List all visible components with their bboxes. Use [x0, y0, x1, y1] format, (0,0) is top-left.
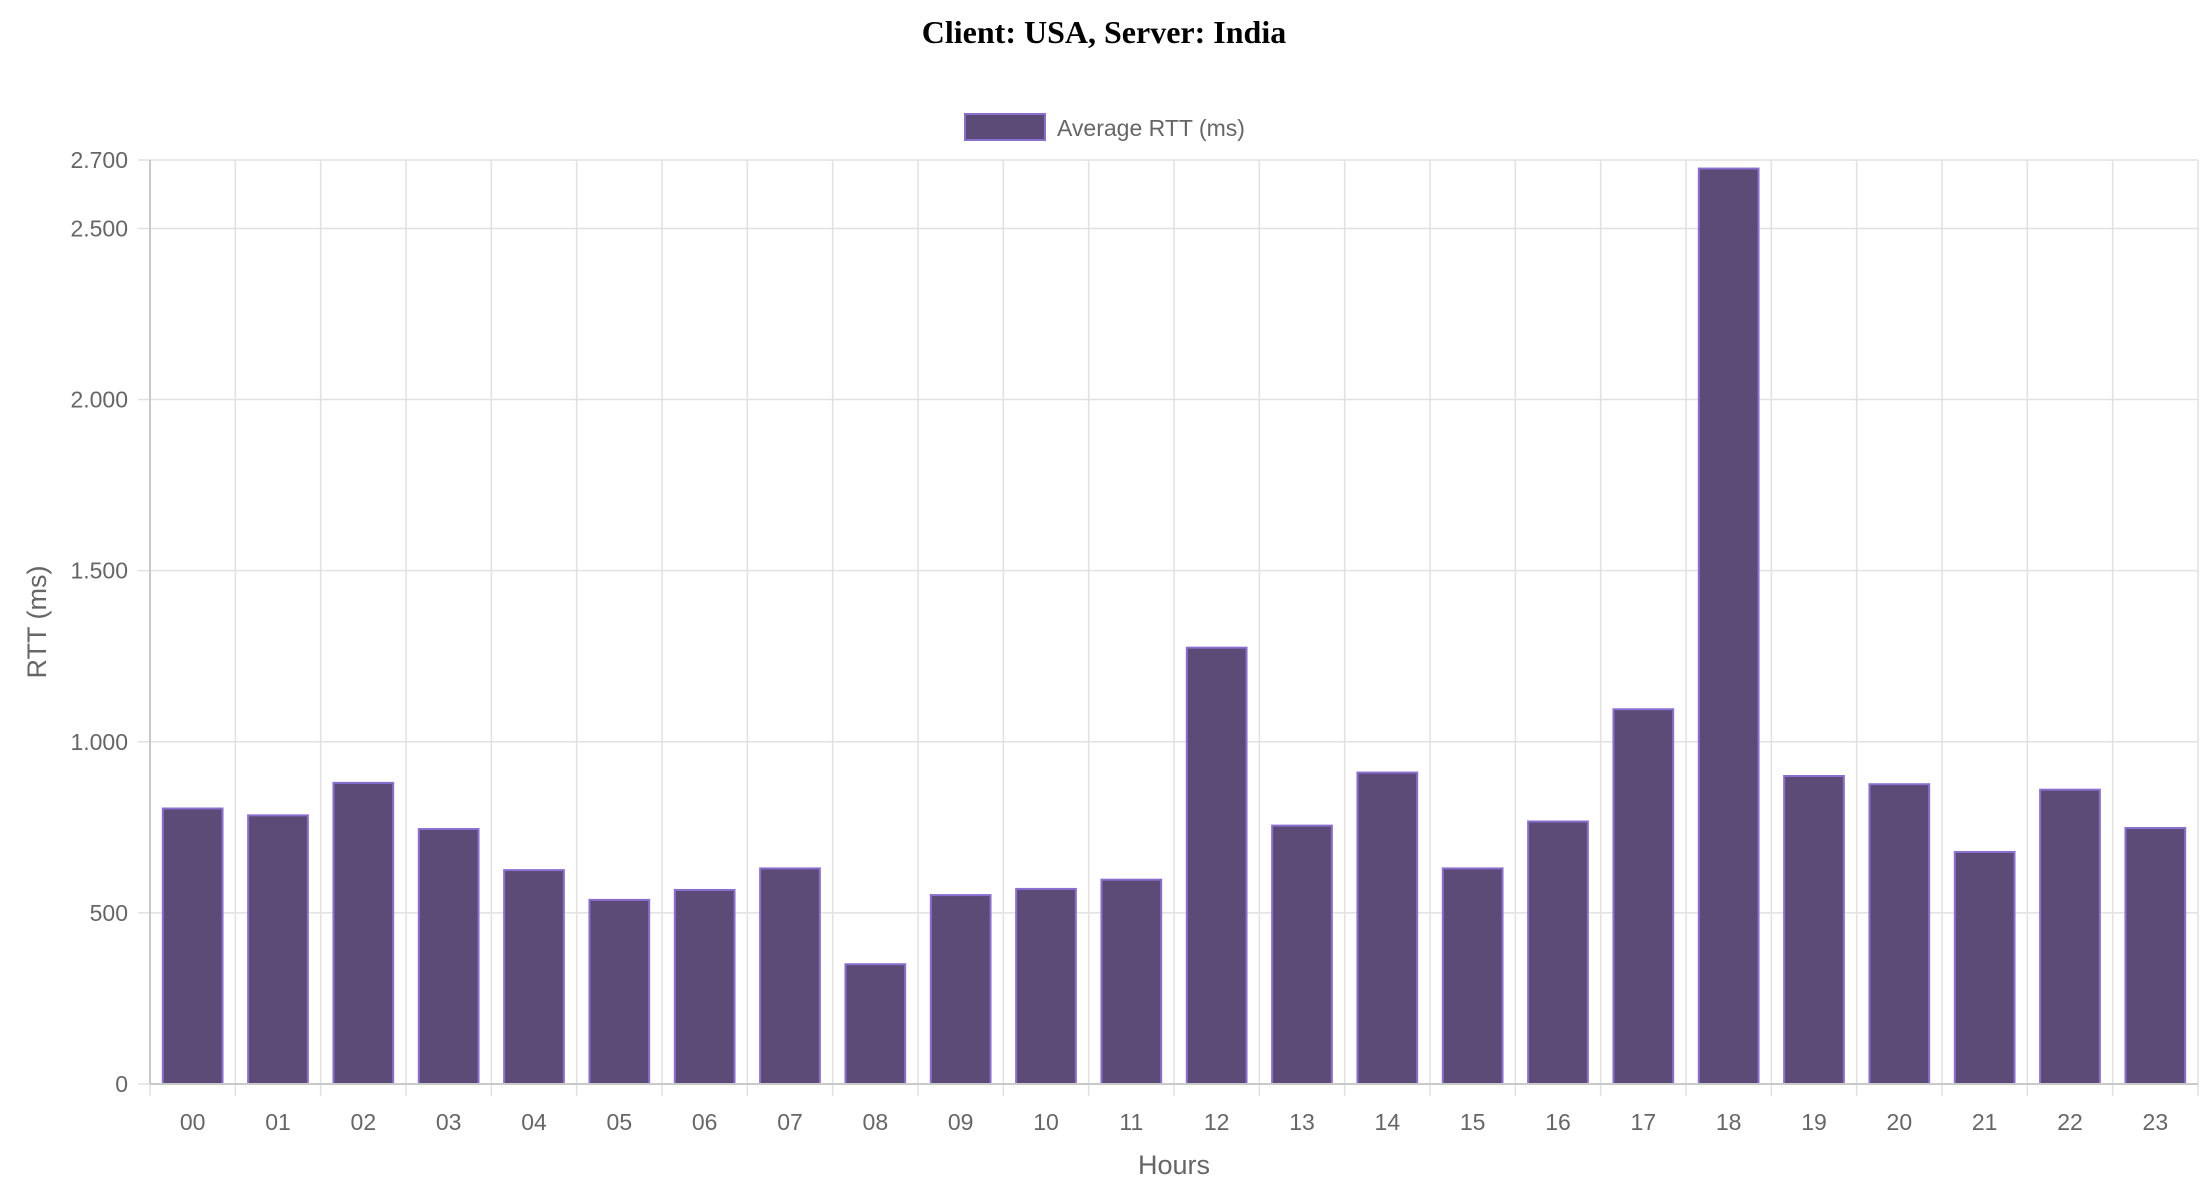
- x-tick-label: 11: [1119, 1109, 1143, 1135]
- x-tick-label: 16: [1545, 1109, 1571, 1135]
- x-tick-label: 13: [1289, 1109, 1315, 1135]
- legend-swatch[interactable]: [964, 113, 1046, 141]
- x-tick-label: 03: [436, 1109, 462, 1135]
- y-tick-label: 0: [115, 1071, 128, 1097]
- x-tick-label: 21: [1972, 1109, 1998, 1135]
- bar[interactable]: [1697, 167, 1760, 1086]
- x-tick-label: 10: [1033, 1109, 1059, 1135]
- bar[interactable]: [844, 963, 907, 1086]
- bar[interactable]: [2124, 827, 2187, 1085]
- x-tick-label: 19: [1801, 1109, 1827, 1135]
- x-tick-label: 07: [777, 1109, 803, 1135]
- bar[interactable]: [1356, 771, 1419, 1085]
- x-tick-label: 06: [692, 1109, 718, 1135]
- bar[interactable]: [1527, 820, 1589, 1085]
- bar[interactable]: [332, 781, 395, 1085]
- bar[interactable]: [929, 894, 992, 1085]
- x-tick-label: 02: [351, 1109, 377, 1135]
- bar[interactable]: [1271, 824, 1333, 1085]
- x-axis-label: Hours: [1138, 1150, 1210, 1180]
- bar[interactable]: [1015, 887, 1077, 1086]
- bar[interactable]: [1100, 878, 1163, 1086]
- x-tick-label: 23: [2143, 1109, 2169, 1135]
- grid: [138, 159, 2199, 1096]
- y-tick-label: 1.000: [70, 729, 128, 755]
- bar[interactable]: [1441, 867, 1504, 1086]
- x-tick-label: 05: [607, 1109, 633, 1135]
- bar[interactable]: [1612, 708, 1675, 1085]
- y-tick-label: 2.700: [70, 147, 128, 173]
- bar[interactable]: [1953, 850, 2016, 1085]
- bar[interactable]: [1868, 783, 1931, 1085]
- x-tick-label: 09: [948, 1109, 974, 1135]
- legend[interactable]: Average RTT (ms): [964, 113, 1245, 141]
- x-tick-label: 18: [1716, 1109, 1742, 1135]
- axes: 0 500 1.000 1.500 2.000 2.500 2.700 00 01 02 03 04 0…: [70, 147, 2198, 1135]
- bar[interactable]: [247, 814, 309, 1085]
- y-tick-label: 500: [90, 900, 128, 926]
- bars: [161, 167, 2187, 1086]
- bar[interactable]: [673, 888, 736, 1086]
- x-tick-label: 14: [1375, 1109, 1401, 1135]
- bar[interactable]: [161, 807, 224, 1085]
- bar[interactable]: [1783, 775, 1845, 1085]
- x-tick-label: 17: [1631, 1109, 1657, 1135]
- x-tick-label: 22: [2057, 1109, 2083, 1135]
- bar[interactable]: [503, 869, 565, 1085]
- bar[interactable]: [417, 828, 480, 1085]
- y-axis-label: RTT (ms): [22, 566, 52, 679]
- y-tick-label: 2.500: [70, 215, 128, 241]
- x-tick-label: 08: [863, 1109, 889, 1135]
- x-tick-label: 01: [265, 1109, 291, 1135]
- y-tick-label: 1.500: [70, 558, 128, 584]
- bar[interactable]: [1185, 646, 1248, 1086]
- bar[interactable]: [2039, 788, 2101, 1085]
- x-tick-label: 12: [1204, 1109, 1230, 1135]
- bar[interactable]: [588, 898, 651, 1086]
- x-tick-label: 04: [521, 1109, 547, 1135]
- x-tick-label: 15: [1460, 1109, 1486, 1135]
- chart-title: Client: USA, Server: India: [921, 14, 1287, 50]
- bar[interactable]: [759, 867, 821, 1086]
- legend-label[interactable]: Average RTT (ms): [1057, 115, 1245, 141]
- y-tick-label: 2.000: [70, 387, 128, 413]
- x-tick-label: 20: [1887, 1109, 1913, 1135]
- x-tick-label: 00: [180, 1109, 206, 1135]
